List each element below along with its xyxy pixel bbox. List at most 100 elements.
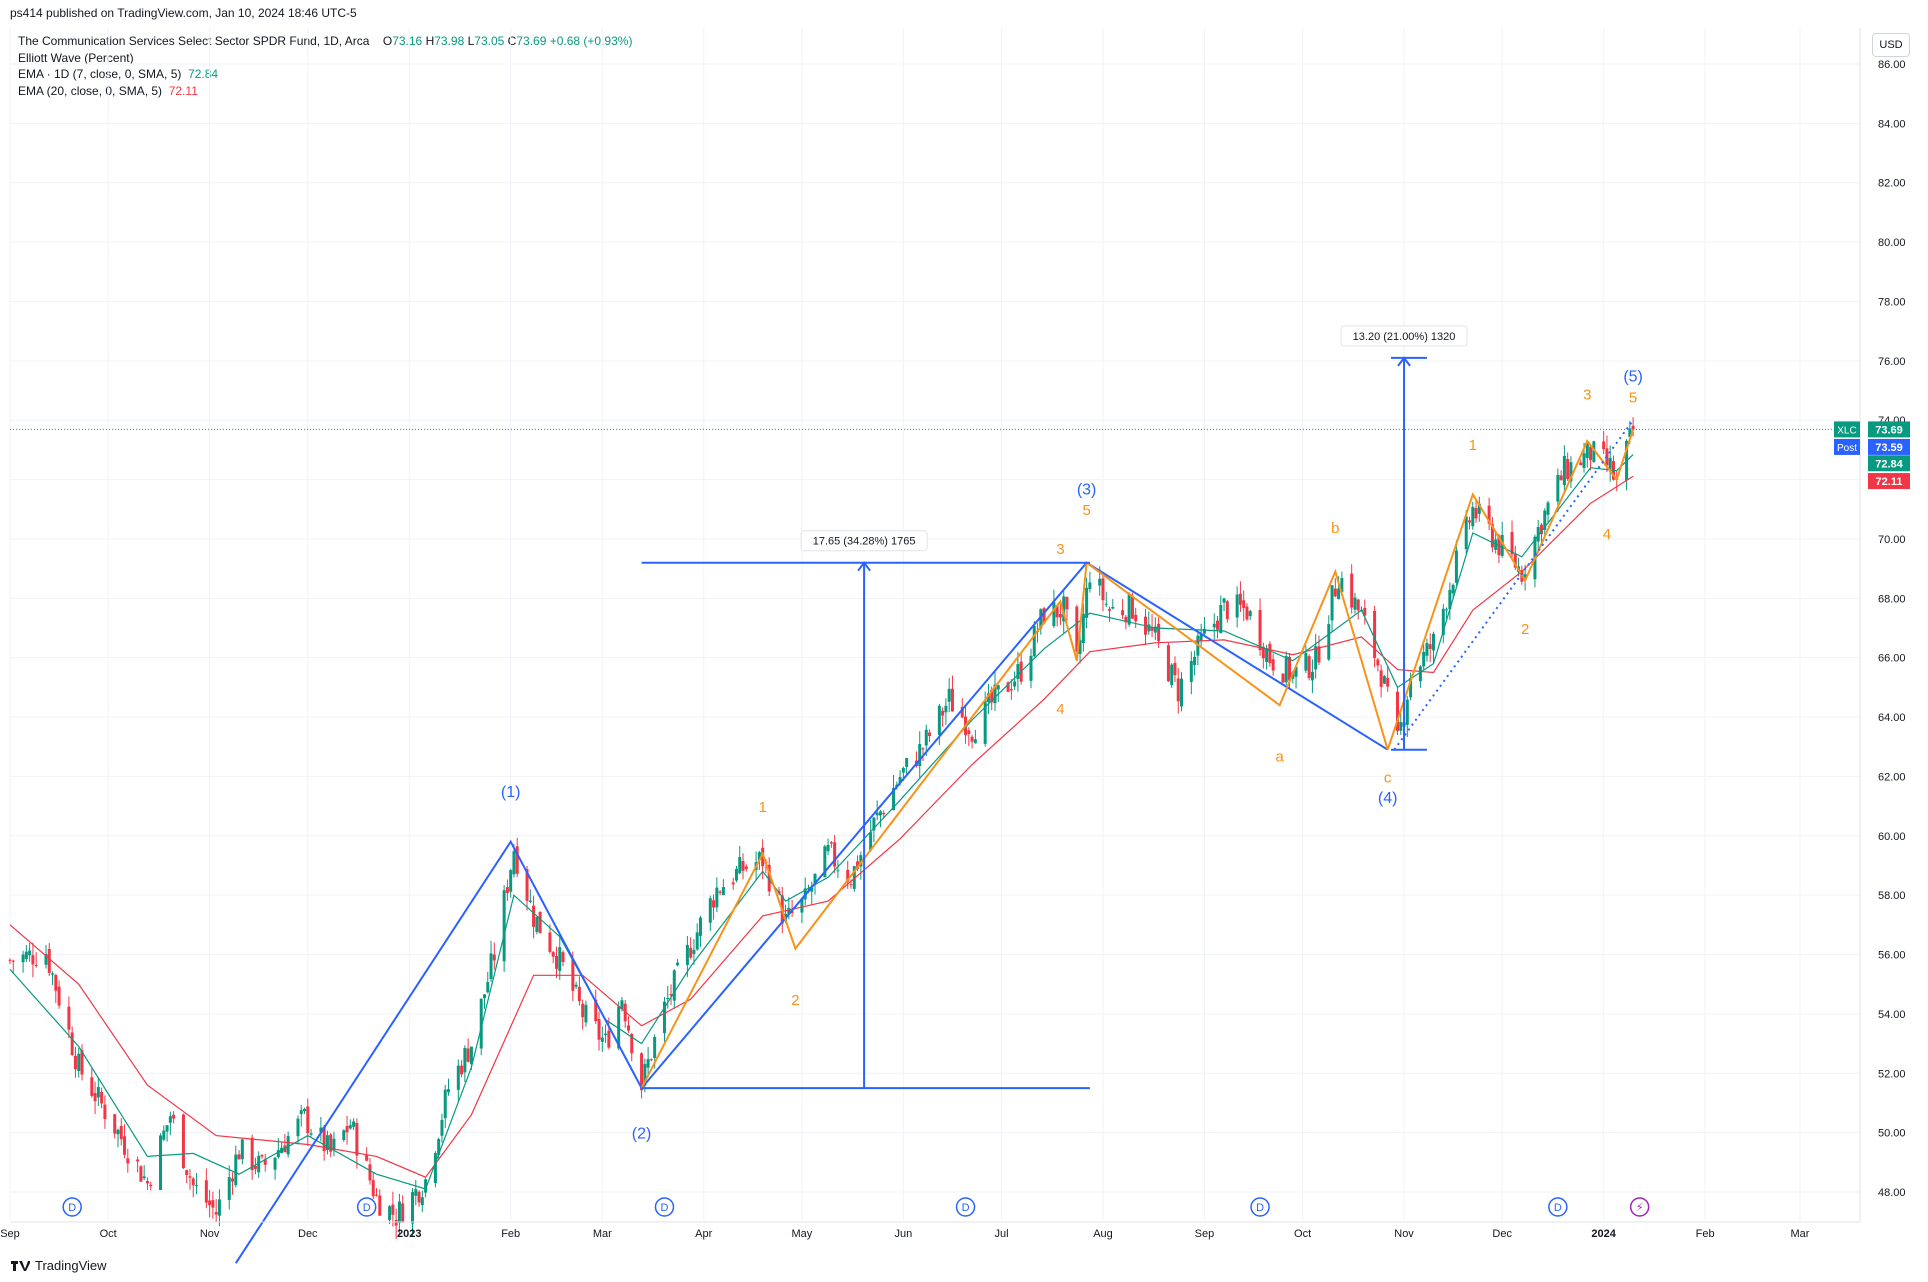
candle-body — [1009, 689, 1013, 691]
candle-body — [947, 688, 951, 702]
price-tag-value: 72.84 — [1875, 458, 1903, 470]
candle-body — [1333, 588, 1337, 597]
candle-body — [898, 777, 902, 784]
candle-body — [34, 964, 38, 966]
candle-body — [826, 844, 830, 852]
legend-elliott[interactable]: Elliott Wave (Percent) — [18, 50, 134, 65]
candle-body — [950, 688, 954, 712]
y-tick-label: 66.00 — [1878, 653, 1906, 665]
candle-body — [70, 1032, 74, 1055]
legend-symbol[interactable]: The Communication Services Select Sector… — [18, 34, 370, 48]
candle-body — [836, 870, 840, 872]
candle-body — [309, 1133, 313, 1135]
candle-body — [525, 869, 529, 901]
price-tag-label: Post — [1837, 443, 1857, 454]
candle-body — [401, 1203, 405, 1223]
y-tick-label: 78.00 — [1878, 296, 1906, 308]
candle-body — [875, 812, 879, 816]
candle-body — [1399, 722, 1403, 731]
measure-label: 13.20 (21.00%) 1320 — [1353, 331, 1456, 343]
candle-body — [1032, 625, 1036, 657]
candle-body — [554, 955, 558, 969]
candle-body — [1081, 613, 1085, 643]
price-tag-bg — [1868, 473, 1910, 490]
candle-body — [391, 1204, 395, 1215]
candle-body — [692, 949, 696, 955]
wave-label: 3 — [1056, 541, 1064, 558]
candle-body — [1327, 624, 1331, 660]
candle-body — [715, 887, 719, 908]
minor-wave-line — [1086, 561, 1389, 750]
candle-body — [1098, 578, 1102, 586]
legend-ema-fast-label: EMA · 1D (7, close, 0, SMA, 5) — [18, 67, 182, 81]
candle-body — [1101, 578, 1105, 601]
legend-ema-slow-row[interactable]: EMA (20, close, 0, SMA, 5) 72.11 — [18, 83, 632, 100]
y-tick-label: 68.00 — [1878, 593, 1906, 605]
candle-body — [1121, 610, 1125, 616]
dividend-marker-letter: D — [363, 1202, 371, 1214]
candle-body — [990, 689, 994, 703]
candle-body — [869, 832, 873, 851]
currency-button[interactable]: USD — [1872, 33, 1910, 57]
x-tick-label: Nov — [200, 1228, 220, 1240]
candle-body — [139, 1166, 143, 1182]
x-tick-label: Mar — [593, 1228, 612, 1240]
candle-body — [31, 955, 35, 965]
candle-body — [695, 932, 699, 950]
candle-body — [1477, 503, 1481, 514]
candle-body — [1042, 608, 1046, 624]
candle-body — [257, 1155, 261, 1173]
candle-body — [1539, 524, 1543, 535]
candle-body — [188, 1176, 192, 1178]
candle-body — [397, 1201, 401, 1224]
candle-body — [859, 855, 863, 867]
measure-arrow-head — [1397, 356, 1411, 367]
candle-body — [1314, 646, 1318, 670]
candle-body — [983, 700, 987, 744]
wave-label: (2) — [632, 1126, 652, 1143]
tradingview-logo-icon — [11, 1260, 30, 1271]
candle-body — [1193, 656, 1197, 666]
candle-body — [1562, 456, 1566, 486]
wave-label: 3 — [1583, 386, 1591, 403]
candle-body — [790, 911, 794, 913]
x-tick-label: Nov — [1394, 1228, 1414, 1240]
dividend-marker-letter: D — [1256, 1202, 1264, 1214]
price-tag-label: XLC — [1837, 425, 1856, 436]
candle-body — [944, 705, 948, 713]
candle-body — [126, 1158, 130, 1164]
legend-ema-fast-row[interactable]: EMA · 1D (7, close, 0, SMA, 5) 72.84 — [18, 66, 632, 83]
candle-body — [447, 1089, 451, 1093]
candle-body — [1157, 623, 1161, 642]
candle-body — [119, 1125, 123, 1140]
candle-body — [1029, 655, 1033, 681]
candle-body — [1500, 534, 1504, 556]
candle-body — [1582, 453, 1586, 468]
price-tag-label-bg — [1834, 421, 1860, 438]
x-tick-label: 2023 — [397, 1228, 421, 1240]
candle-body — [584, 1004, 588, 1023]
candle-body — [1085, 587, 1089, 618]
candle-body — [698, 917, 702, 936]
measure-arrow-head — [857, 561, 871, 572]
candle-body — [47, 948, 51, 973]
candle-body — [712, 900, 716, 908]
candle-body — [1569, 462, 1573, 482]
candle-body — [142, 1176, 146, 1179]
candle-body — [21, 954, 25, 963]
candle-body — [296, 1118, 300, 1137]
candle-body — [905, 758, 909, 767]
x-tick-label: Dec — [1492, 1228, 1512, 1240]
candle-body — [918, 743, 922, 767]
candle-body — [767, 864, 771, 892]
candle-body — [558, 947, 562, 971]
candle-body — [738, 857, 742, 874]
candle-body — [1202, 628, 1206, 634]
candle-body — [1422, 651, 1426, 667]
candle-body — [1065, 596, 1069, 610]
candle-body — [1248, 611, 1252, 617]
minor-wave-line — [640, 562, 1088, 1089]
y-tick-label: 50.00 — [1878, 1128, 1906, 1140]
candle-body — [1589, 446, 1593, 461]
